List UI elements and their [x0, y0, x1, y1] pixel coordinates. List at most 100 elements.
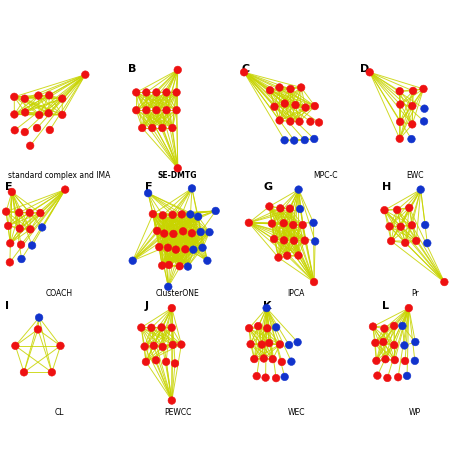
Circle shape — [366, 69, 374, 76]
Circle shape — [197, 228, 204, 236]
Text: I: I — [5, 301, 9, 311]
Circle shape — [294, 338, 301, 346]
Circle shape — [420, 118, 428, 125]
Circle shape — [58, 111, 66, 118]
Circle shape — [137, 324, 145, 331]
Circle shape — [396, 87, 403, 95]
Circle shape — [38, 224, 46, 231]
Circle shape — [369, 323, 377, 330]
Circle shape — [280, 219, 288, 227]
Circle shape — [381, 206, 388, 214]
Circle shape — [26, 209, 34, 217]
Circle shape — [276, 341, 284, 348]
Circle shape — [401, 342, 408, 349]
Circle shape — [271, 103, 278, 110]
Circle shape — [247, 340, 255, 348]
Circle shape — [62, 186, 69, 193]
Circle shape — [21, 95, 28, 102]
Circle shape — [269, 356, 276, 363]
Text: J: J — [145, 301, 148, 311]
Circle shape — [262, 374, 269, 382]
Circle shape — [290, 237, 298, 245]
Circle shape — [82, 71, 89, 78]
Circle shape — [299, 221, 307, 229]
Circle shape — [173, 107, 180, 114]
Circle shape — [278, 358, 286, 366]
Circle shape — [170, 230, 177, 237]
Circle shape — [315, 118, 323, 126]
Circle shape — [276, 117, 283, 124]
Circle shape — [194, 213, 202, 220]
Circle shape — [188, 185, 196, 192]
Circle shape — [132, 107, 140, 114]
Circle shape — [421, 221, 429, 229]
Circle shape — [132, 89, 140, 96]
Circle shape — [310, 135, 318, 143]
Circle shape — [391, 356, 399, 364]
Text: K: K — [263, 301, 272, 311]
Circle shape — [264, 325, 271, 332]
Text: COACH: COACH — [46, 289, 73, 298]
Circle shape — [169, 211, 176, 219]
Circle shape — [401, 357, 409, 365]
Circle shape — [143, 89, 150, 96]
Circle shape — [16, 209, 23, 217]
Circle shape — [255, 322, 262, 330]
Text: G: G — [263, 182, 272, 192]
Circle shape — [27, 142, 34, 150]
Circle shape — [250, 355, 258, 363]
Circle shape — [441, 278, 448, 286]
Circle shape — [295, 252, 302, 259]
Circle shape — [176, 263, 183, 270]
Circle shape — [391, 341, 398, 349]
Circle shape — [16, 225, 24, 232]
Circle shape — [158, 124, 166, 132]
Circle shape — [292, 101, 299, 109]
Circle shape — [270, 235, 278, 243]
Circle shape — [253, 373, 261, 380]
Circle shape — [372, 339, 379, 346]
Circle shape — [245, 219, 253, 227]
Circle shape — [160, 230, 168, 237]
Circle shape — [409, 102, 416, 110]
Circle shape — [168, 324, 175, 331]
Circle shape — [382, 356, 389, 363]
Circle shape — [405, 304, 412, 312]
Circle shape — [302, 104, 310, 111]
Circle shape — [386, 223, 393, 230]
Circle shape — [168, 304, 175, 312]
Circle shape — [147, 324, 155, 331]
Circle shape — [4, 222, 12, 230]
Circle shape — [260, 355, 268, 362]
Circle shape — [188, 229, 196, 237]
Circle shape — [36, 111, 43, 119]
Circle shape — [46, 91, 53, 99]
Circle shape — [287, 85, 294, 93]
Circle shape — [164, 244, 172, 252]
Circle shape — [411, 338, 419, 346]
Circle shape — [273, 324, 280, 331]
Circle shape — [57, 342, 64, 350]
Circle shape — [159, 343, 166, 351]
Circle shape — [393, 206, 401, 214]
Text: PEWCC: PEWCC — [164, 408, 191, 417]
Circle shape — [35, 92, 42, 100]
Circle shape — [399, 322, 406, 330]
Circle shape — [266, 86, 274, 94]
Circle shape — [203, 257, 211, 264]
Circle shape — [152, 356, 160, 364]
Text: B: B — [128, 64, 137, 74]
Circle shape — [163, 89, 170, 96]
Text: H: H — [382, 182, 391, 192]
Circle shape — [412, 237, 420, 245]
Circle shape — [149, 210, 157, 218]
Circle shape — [159, 211, 166, 219]
Circle shape — [17, 241, 25, 248]
Circle shape — [169, 341, 177, 349]
Circle shape — [178, 341, 185, 348]
Text: ClusterONE: ClusterONE — [156, 289, 200, 298]
Circle shape — [307, 118, 314, 126]
Circle shape — [286, 205, 294, 212]
Circle shape — [20, 368, 28, 376]
Circle shape — [246, 324, 253, 332]
